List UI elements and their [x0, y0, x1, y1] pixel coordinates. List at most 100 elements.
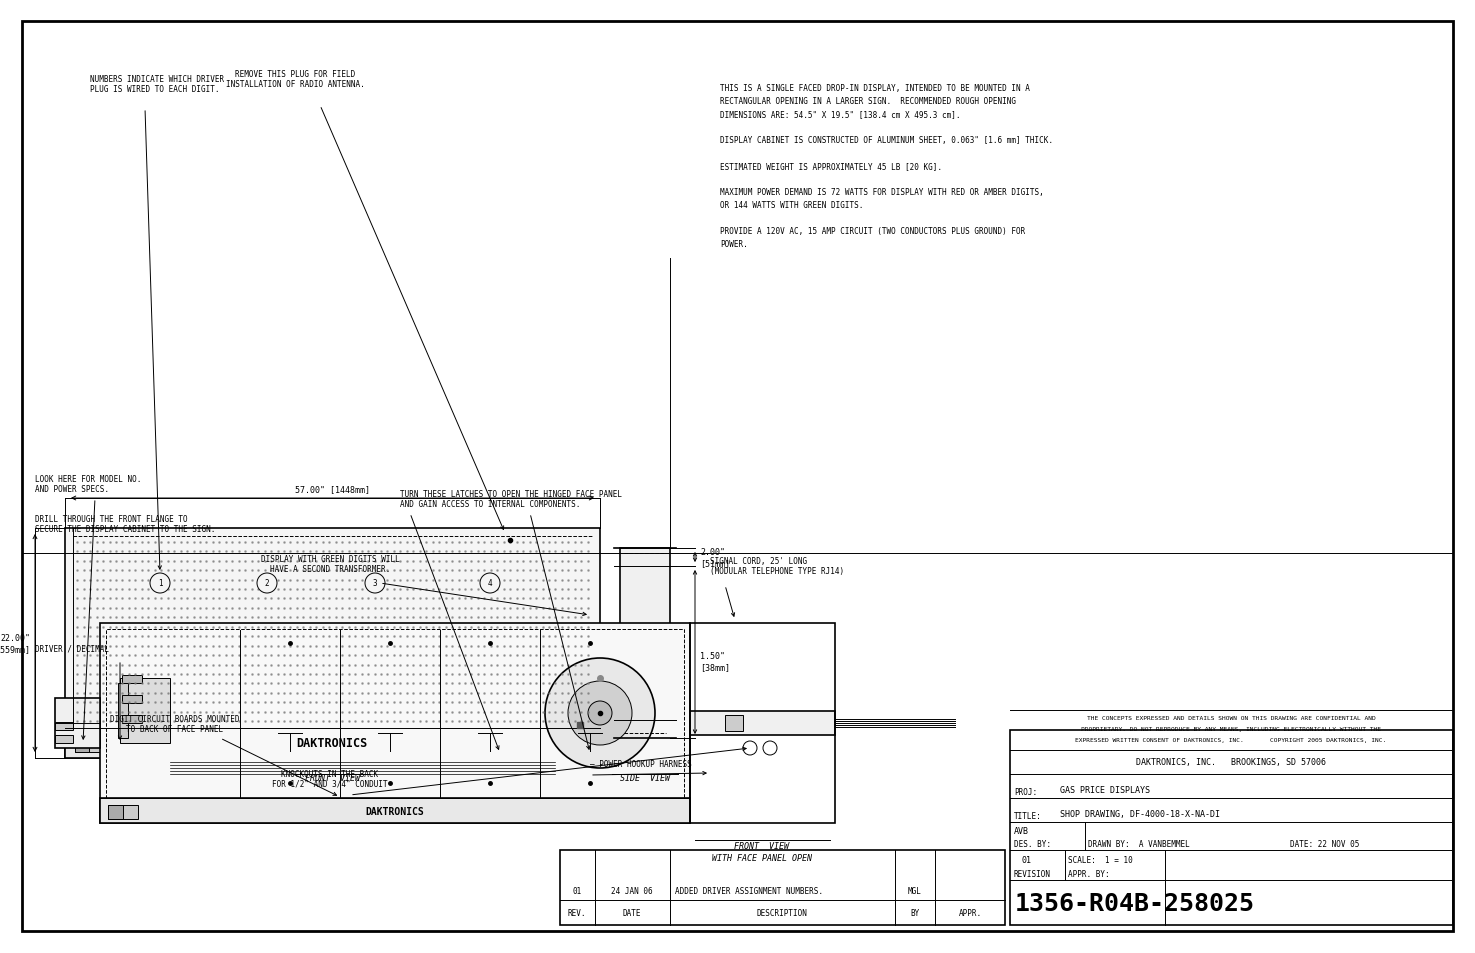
Bar: [560, 850, 1004, 925]
Text: 22.00"
[559mm]: 22.00" [559mm]: [0, 634, 30, 653]
Text: 1.50"
[38mm]: 1.50" [38mm]: [701, 652, 730, 671]
Bar: [55, 722, 72, 730]
Text: THE CONCEPTS EXPRESSED AND DETAILS SHOWN ON THIS DRAWING ARE CONFIDENTIAL AND: THE CONCEPTS EXPRESSED AND DETAILS SHOWN…: [1087, 716, 1375, 720]
Circle shape: [257, 574, 277, 594]
Text: APPR.: APPR.: [959, 908, 981, 918]
Text: TURN THESE LATCHES TO OPEN THE HINGED FACE PANEL: TURN THESE LATCHES TO OPEN THE HINGED FA…: [400, 490, 622, 498]
Bar: [100, 799, 690, 823]
Bar: [122, 716, 142, 723]
Circle shape: [544, 659, 655, 768]
Circle shape: [364, 574, 385, 594]
Bar: [726, 716, 743, 731]
Text: DATE: DATE: [622, 908, 642, 918]
Text: NUMBERS INDICATE WHICH DRIVER: NUMBERS INDICATE WHICH DRIVER: [90, 75, 224, 84]
Text: SIDE  VIEW: SIDE VIEW: [620, 773, 670, 782]
Text: AND POWER SPECS.: AND POWER SPECS.: [35, 484, 109, 494]
Text: 1356-R04B-258025: 1356-R04B-258025: [1015, 891, 1255, 915]
Text: 3: 3: [373, 578, 378, 588]
Text: DIGIT CIRCUIT BOARDS MOUNTED: DIGIT CIRCUIT BOARDS MOUNTED: [111, 714, 240, 723]
Text: PROJ:: PROJ:: [1013, 787, 1037, 796]
Bar: [122, 676, 142, 683]
Text: FRONT  VIEW: FRONT VIEW: [304, 773, 360, 782]
Text: PLUG IS WIRED TO EACH DIGIT.: PLUG IS WIRED TO EACH DIGIT.: [90, 85, 220, 94]
Text: THIS IS A SINGLE FACED DROP-IN DISPLAY, INTENDED TO BE MOUNTED IN A: THIS IS A SINGLE FACED DROP-IN DISPLAY, …: [720, 84, 1030, 92]
Text: DESCRIPTION: DESCRIPTION: [757, 908, 807, 918]
Bar: [65, 728, 600, 759]
Text: PROVIDE A 120V AC, 15 AMP CIRCUIT (TWO CONDUCTORS PLUS GROUND) FOR: PROVIDE A 120V AC, 15 AMP CIRCUIT (TWO C…: [720, 227, 1025, 235]
Text: DAKTRONICS, INC.   BROOKINGS, SD 57006: DAKTRONICS, INC. BROOKINGS, SD 57006: [1136, 758, 1326, 767]
Text: 2.00"
[51mm]: 2.00" [51mm]: [701, 548, 730, 567]
Text: — POWER HOOKUP HARNESS: — POWER HOOKUP HARNESS: [590, 760, 692, 768]
Bar: [100, 623, 690, 823]
Text: INSTALLATION OF RADIO ANTENNA.: INSTALLATION OF RADIO ANTENNA.: [226, 80, 364, 89]
Bar: [118, 683, 128, 739]
Bar: [65, 529, 600, 759]
Text: (MODULAR TELEPHONE TYPE RJ14): (MODULAR TELEPHONE TYPE RJ14): [709, 566, 844, 576]
Text: OR 144 WATTS WITH GREEN DIGITS.: OR 144 WATTS WITH GREEN DIGITS.: [720, 201, 863, 210]
Text: 01: 01: [1022, 855, 1032, 864]
Text: DIMENSIONS ARE: 54.5" X 19.5" [138.4 cm X 495.3 cm].: DIMENSIONS ARE: 54.5" X 19.5" [138.4 cm …: [720, 110, 960, 119]
Text: DES. BY:: DES. BY:: [1013, 840, 1052, 848]
Bar: [1010, 730, 1453, 925]
Bar: [690, 711, 835, 735]
Text: AND GAIN ACCESS TO INTERNAL COMPONENTS.: AND GAIN ACCESS TO INTERNAL COMPONENTS.: [400, 499, 580, 509]
Text: KNOCKOUTS IN THE BACK: KNOCKOUTS IN THE BACK: [282, 769, 379, 779]
Text: PROPRIETARY. DO NOT REPRODUCE BY ANY MEANS, INCLUDING ELECTRONICALLY WITHOUT THE: PROPRIETARY. DO NOT REPRODUCE BY ANY MEA…: [1081, 726, 1381, 731]
Text: REV.: REV.: [568, 908, 586, 918]
Text: 24 JAN 06: 24 JAN 06: [611, 886, 653, 895]
Text: DAKTRONICS: DAKTRONICS: [366, 806, 425, 816]
Text: HAVE A SECOND TRANSFORMER.: HAVE A SECOND TRANSFORMER.: [270, 564, 389, 574]
Bar: [580, 740, 591, 751]
Bar: [620, 548, 670, 739]
Text: TO BACK OF FACE PANEL: TO BACK OF FACE PANEL: [127, 724, 224, 733]
Text: FRONT  VIEW: FRONT VIEW: [735, 841, 789, 850]
Text: SHOP DRAWING, DF-4000-18-X-NA-DI: SHOP DRAWING, DF-4000-18-X-NA-DI: [1061, 810, 1220, 819]
Circle shape: [479, 574, 500, 594]
Text: 1: 1: [158, 578, 162, 588]
Circle shape: [568, 681, 631, 745]
Bar: [75, 737, 88, 752]
Bar: [55, 735, 72, 743]
Text: 57.00" [1448mm]: 57.00" [1448mm]: [295, 484, 370, 494]
Text: FOR 1/2" AND 3/4" CONDUIT: FOR 1/2" AND 3/4" CONDUIT: [273, 780, 388, 788]
Text: 2: 2: [264, 578, 270, 588]
Text: AVB: AVB: [1013, 826, 1030, 835]
Text: SECURE THE DISPLAY CABINET TO THE SIGN.: SECURE THE DISPLAY CABINET TO THE SIGN.: [35, 524, 215, 534]
Bar: [106, 629, 684, 817]
Text: REMOVE THIS PLUG FOR FIELD: REMOVE THIS PLUG FOR FIELD: [235, 70, 355, 79]
Text: DRIVER / DECIMAL: DRIVER / DECIMAL: [35, 644, 109, 654]
Text: LOOK HERE FOR MODEL NO.: LOOK HERE FOR MODEL NO.: [35, 475, 142, 483]
Bar: [690, 623, 835, 823]
Text: ESTIMATED WEIGHT IS APPROXIMATELY 45 LB [20 KG].: ESTIMATED WEIGHT IS APPROXIMATELY 45 LB …: [720, 162, 943, 171]
Text: BY: BY: [910, 908, 919, 918]
Text: POWER.: POWER.: [720, 240, 748, 249]
Bar: [75, 737, 103, 752]
Text: ADDED DRIVER ASSIGNMENT NUMBERS.: ADDED DRIVER ASSIGNMENT NUMBERS.: [676, 886, 823, 895]
Text: DATE: 22 NOV 05: DATE: 22 NOV 05: [1291, 840, 1360, 848]
Text: SCALE:  1 = 10: SCALE: 1 = 10: [1068, 855, 1133, 864]
Bar: [108, 805, 139, 820]
Circle shape: [150, 574, 170, 594]
Circle shape: [589, 701, 612, 725]
Text: RECTANGULAR OPENING IN A LARGER SIGN.  RECOMMENDED ROUGH OPENING: RECTANGULAR OPENING IN A LARGER SIGN. RE…: [720, 97, 1016, 106]
Text: DISPLAY WITH GREEN DIGITS WILL: DISPLAY WITH GREEN DIGITS WILL: [261, 555, 400, 563]
Bar: [119, 679, 170, 743]
Text: REVISION: REVISION: [1013, 869, 1052, 878]
Text: DRILL THROUGH THE FRONT FLANGE TO: DRILL THROUGH THE FRONT FLANGE TO: [35, 515, 187, 523]
Text: 4: 4: [488, 578, 493, 588]
Text: GAS PRICE DISPLAYS: GAS PRICE DISPLAYS: [1061, 785, 1150, 795]
Text: DAKTRONICS: DAKTRONICS: [296, 737, 367, 750]
Text: DISPLAY CABINET IS CONSTRUCTED OF ALUMINUM SHEET, 0.063" [1.6 mm] THICK.: DISPLAY CABINET IS CONSTRUCTED OF ALUMIN…: [720, 136, 1053, 145]
Text: MAXIMUM POWER DEMAND IS 72 WATTS FOR DISPLAY WITH RED OR AMBER DIGITS,: MAXIMUM POWER DEMAND IS 72 WATTS FOR DIS…: [720, 188, 1044, 196]
Text: 01: 01: [572, 886, 581, 895]
Bar: [122, 696, 142, 703]
Text: SIGNAL CORD, 25' LONG: SIGNAL CORD, 25' LONG: [709, 557, 807, 565]
Text: APPR. BY:: APPR. BY:: [1068, 869, 1109, 878]
Text: TITLE:: TITLE:: [1013, 811, 1041, 821]
Text: WITH FACE PANEL OPEN: WITH FACE PANEL OPEN: [712, 853, 813, 862]
Text: MGL: MGL: [909, 886, 922, 895]
Bar: [55, 699, 100, 748]
Bar: [108, 805, 122, 820]
Text: EXPRESSED WRITTEN CONSENT OF DAKTRONICS, INC.       COPYRIGHT 2005 DAKTRONICS, I: EXPRESSED WRITTEN CONSENT OF DAKTRONICS,…: [1075, 738, 1386, 742]
Text: DRAWN BY:  A VANBEMMEL: DRAWN BY: A VANBEMMEL: [1089, 840, 1190, 848]
